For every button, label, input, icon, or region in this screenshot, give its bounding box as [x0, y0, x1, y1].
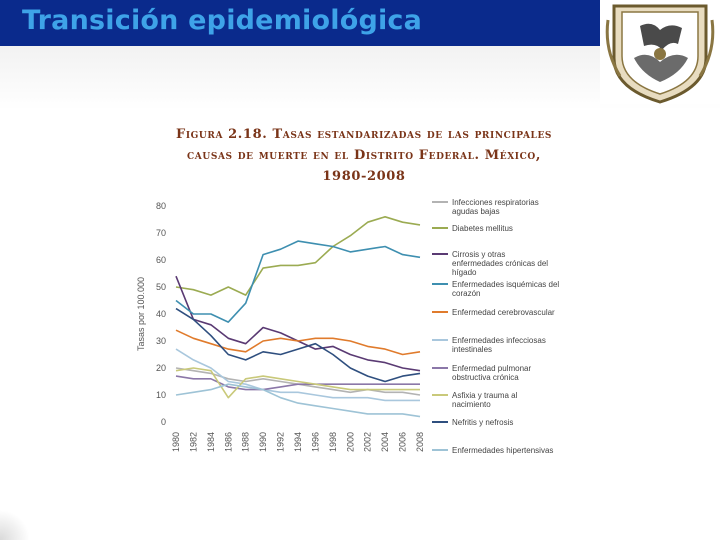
legend-label: Enfermedad pulmonar obstructiva crónica	[452, 364, 531, 382]
series-line	[175, 367, 420, 399]
y-tick-label: 40	[156, 309, 166, 319]
x-tick-label: 2008	[415, 432, 425, 452]
y-tick-label: 50	[156, 282, 166, 292]
x-tick-label: 2000	[345, 432, 355, 452]
series-line	[175, 215, 421, 296]
legend-label: Enfermedad cerebrovascular	[452, 308, 555, 317]
y-axis-label: Tasas por 100.000	[136, 277, 146, 351]
legend-label: Nefritis y nefrosis	[452, 418, 513, 427]
x-tick-label: 2004	[380, 432, 390, 452]
series-line	[175, 275, 421, 372]
series-line	[175, 307, 421, 383]
x-tick-label: 1998	[328, 432, 338, 452]
x-tick-label: 2002	[363, 432, 373, 452]
x-tick-label: 1994	[293, 432, 303, 452]
legend-label: Enfermedades hipertensivas	[452, 446, 553, 455]
legend-label: Asfixia y trauma al nacimiento	[452, 391, 518, 409]
y-tick-label: 20	[156, 363, 166, 373]
x-tick-label: 1996	[310, 432, 320, 452]
series-line	[175, 375, 420, 391]
y-tick-label: 30	[156, 336, 166, 346]
legend-label: Diabetes mellitus	[452, 224, 513, 233]
series-line	[175, 329, 421, 356]
x-tick-label: 1988	[241, 432, 251, 452]
figure-caption: Figura 2.18. Tasas estandarizadas de las…	[130, 124, 598, 187]
x-tick-label: 1986	[223, 432, 233, 452]
y-tick-label: 70	[156, 228, 166, 238]
x-tick-label: 1990	[258, 432, 268, 452]
legend-label: Cirrosis y otras enfermedades crónicas de…	[452, 250, 548, 277]
y-tick-label: 60	[156, 255, 166, 265]
mortality-line-chart: 0 10 20 30 40 50 60 70 80 1980 1982 1984 1986 1988 199…	[136, 198, 559, 455]
figure-caption-line: Figura 2.18. Tasas estandarizadas de las…	[175, 127, 553, 142]
x-tick-label: 1982	[188, 432, 198, 452]
legend-label: Enfermedades infecciosas intestinales	[452, 336, 546, 354]
figure-caption-line: 1980-2008	[322, 169, 406, 184]
series-line	[175, 348, 420, 402]
legend-label: Enfermedades isquémicas del corazón	[452, 280, 559, 298]
x-tick-label: 1992	[276, 432, 286, 452]
series-line	[175, 240, 421, 323]
legend-label: Infecciones respiratorias agudas bajas	[452, 198, 539, 216]
x-tick-label: 2006	[398, 432, 408, 452]
y-tick-label: 80	[156, 201, 166, 211]
series-line	[175, 383, 421, 418]
corner-shadow	[0, 510, 30, 540]
y-tick-label: 10	[156, 390, 166, 400]
y-tick-label: 0	[161, 417, 166, 427]
figure-caption-line: causas de muerte en el Distrito Federal.…	[187, 148, 541, 163]
x-tick-label: 1980	[171, 432, 181, 452]
slide-title: Transición epidemiológica	[22, 5, 423, 36]
x-tick-label: 1984	[206, 432, 216, 452]
university-seal-icon	[600, 0, 720, 104]
